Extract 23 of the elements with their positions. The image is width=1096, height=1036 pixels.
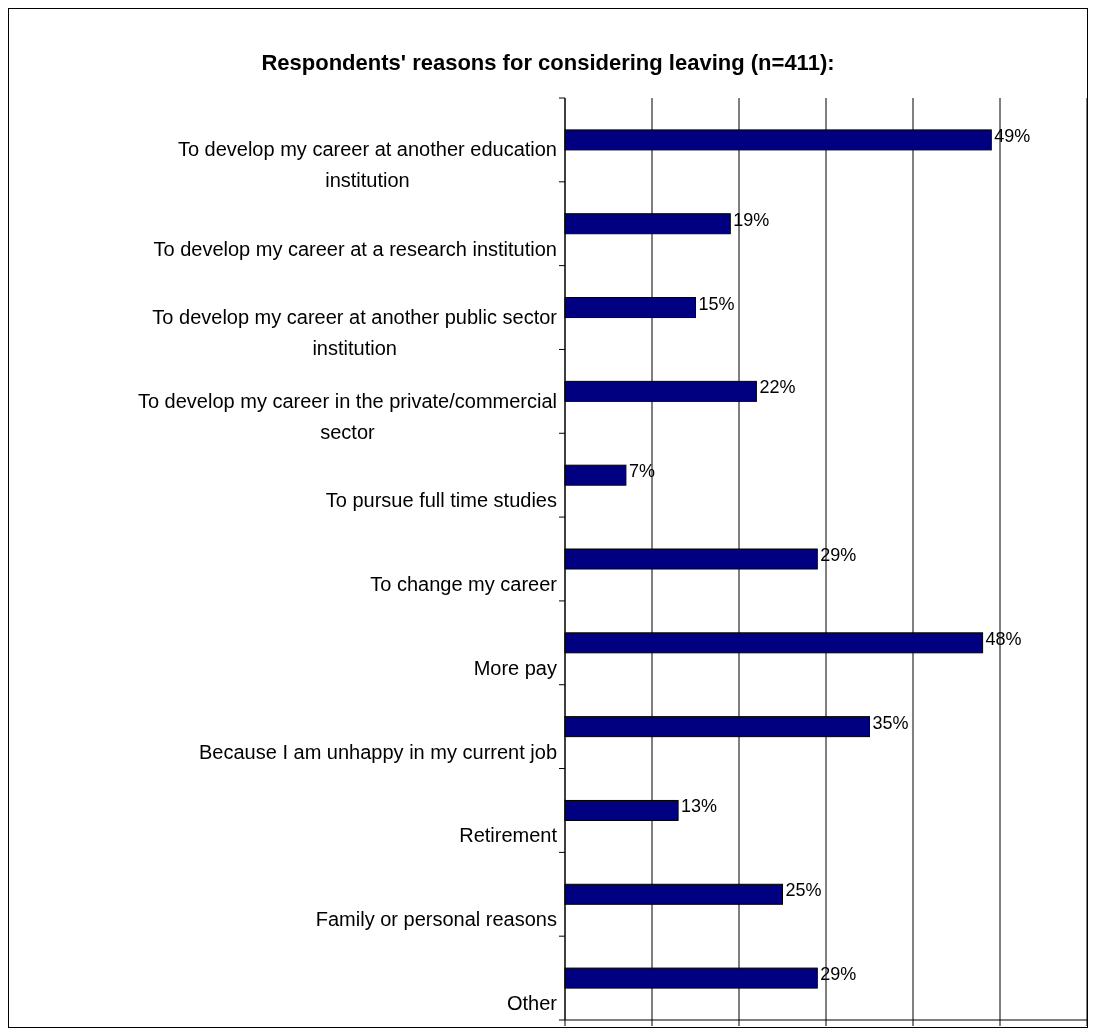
data-label: 25% [785, 880, 822, 901]
data-label: 35% [872, 712, 909, 733]
chart-title: Respondents' reasons for considering leaving (n=411): [261, 50, 835, 75]
data-label: 49% [994, 125, 1031, 146]
y-tick-label: To pursue full time studies [325, 489, 558, 512]
y-tick-label: Family or personal reasons [315, 908, 557, 931]
data-label: 29% [820, 964, 857, 985]
y-tick-label: Other [506, 992, 558, 1015]
data-label: 15% [698, 293, 735, 314]
data-label: 29% [820, 545, 857, 565]
y-tick-label: To develop my career at another education institution [177, 138, 557, 192]
y-tick-label: To develop my career at a research institution [153, 237, 558, 260]
data-label: 19% [733, 209, 770, 230]
y-tick-label: Because I am unhappy in my current job [199, 740, 557, 763]
data-label: 13% [681, 796, 718, 817]
data-label: 7% [628, 461, 655, 482]
data-label: 22% [759, 377, 796, 398]
y-tick-label: To develop my career in the private/commercial sector [137, 389, 557, 443]
y-tick-label: Retirement [459, 824, 558, 847]
data-label: 48% [985, 628, 1022, 649]
y-tick-label: To develop my career at another public sector institution [152, 306, 558, 360]
y-tick-label: To change my career [370, 573, 558, 595]
y-tick-label: More pay [473, 656, 557, 679]
